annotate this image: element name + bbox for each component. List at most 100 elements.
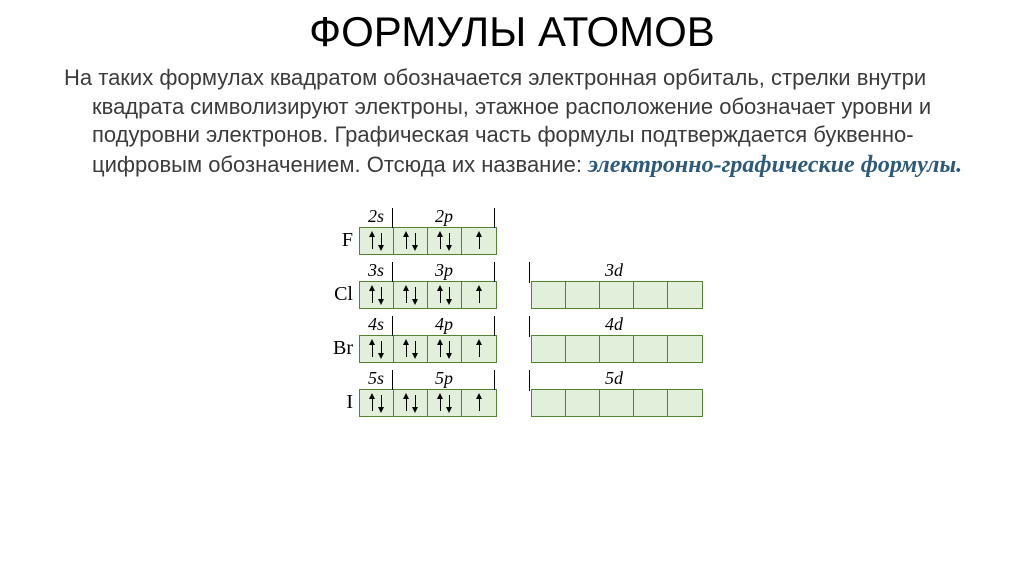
orbital-row: 5s5p 5dI [321, 367, 703, 417]
label-tick [494, 370, 495, 391]
orbital-cell [600, 390, 634, 416]
element-symbol: F [321, 229, 359, 252]
d-gap [497, 390, 531, 416]
spin-down-icon [412, 339, 419, 359]
orbital-cell [360, 336, 394, 362]
spin-down-icon [412, 285, 419, 305]
label-tick [529, 370, 530, 391]
orbital-labels: 2s2p [359, 205, 703, 227]
orbital-label: 5d [529, 368, 699, 389]
orbital-cell [668, 336, 702, 362]
spin-down-icon [378, 393, 385, 413]
spin-up-icon [476, 339, 483, 359]
d-orbital-cells [531, 389, 703, 417]
orbital-cells [359, 227, 497, 255]
orbital-cells [359, 335, 497, 363]
spin-down-icon [412, 393, 419, 413]
electron-arrows [462, 336, 496, 362]
orbital-label: 5p [393, 368, 495, 389]
orbital-label: 3d [529, 260, 699, 281]
electron-arrows [428, 282, 461, 308]
orbital-label: 3p [393, 260, 495, 281]
orbital-cell [566, 336, 600, 362]
orbital-cell [532, 390, 566, 416]
orbital-cell [394, 282, 428, 308]
spin-up-icon [369, 231, 376, 251]
orbital-cell [532, 336, 566, 362]
orbital-labels: 5s5p 5d [359, 367, 703, 389]
orbital-cell [634, 282, 668, 308]
spin-up-icon [437, 231, 444, 251]
orbital-cell [360, 282, 394, 308]
orbital-label: 4d [529, 314, 699, 335]
orbital-boxes-line: F [321, 227, 703, 255]
orbital-boxes-line: Cl [321, 281, 703, 309]
orbital-diagram-area: 2s2pF3s3p3dCl4s4p4dBr5s5p5dI [0, 205, 1024, 417]
spin-up-icon [437, 285, 444, 305]
electron-arrows [394, 336, 427, 362]
spin-up-icon [437, 339, 444, 359]
orbital-cell [428, 336, 462, 362]
label-tick [494, 208, 495, 229]
spin-up-icon [369, 285, 376, 305]
d-orbital-cells [531, 335, 703, 363]
spin-up-icon [369, 339, 376, 359]
spin-up-icon [403, 393, 410, 413]
orbital-cell [600, 282, 634, 308]
orbital-cell [668, 282, 702, 308]
spin-down-icon [378, 285, 385, 305]
orbital-cell [462, 282, 496, 308]
description-highlight: электронно-графические формулы. [588, 152, 962, 178]
orbital-cell [462, 390, 496, 416]
spin-down-icon [412, 231, 419, 251]
orbital-cell [532, 282, 566, 308]
orbital-boxes-line: Br [321, 335, 703, 363]
spin-up-icon [437, 393, 444, 413]
electron-arrows [360, 228, 393, 254]
spin-up-icon [403, 339, 410, 359]
orbital-cell [394, 336, 428, 362]
label-tick [494, 316, 495, 337]
electron-arrows [360, 336, 393, 362]
label-tick [529, 316, 530, 337]
d-gap [497, 336, 531, 362]
orbital-cell [394, 390, 428, 416]
spin-down-icon [446, 393, 453, 413]
electron-arrows [394, 228, 427, 254]
orbital-row: 3s3p 3dCl [321, 259, 703, 309]
orbital-cell [634, 336, 668, 362]
electron-arrows [394, 282, 427, 308]
orbital-cell [566, 282, 600, 308]
orbital-label: 4p [393, 314, 495, 335]
spin-down-icon [446, 231, 453, 251]
electron-arrows [360, 390, 393, 416]
orbital-cell [566, 390, 600, 416]
spin-up-icon [476, 285, 483, 305]
electron-arrows [360, 282, 393, 308]
orbital-cell [428, 282, 462, 308]
spin-down-icon [378, 231, 385, 251]
spin-up-icon [403, 285, 410, 305]
orbital-cell [360, 390, 394, 416]
spin-down-icon [446, 339, 453, 359]
orbital-cell [600, 336, 634, 362]
electron-arrows [428, 390, 461, 416]
spin-up-icon [476, 393, 483, 413]
orbital-cells [359, 281, 497, 309]
orbital-cell [634, 390, 668, 416]
orbital-labels: 4s4p4d [359, 313, 703, 335]
spin-up-icon [369, 393, 376, 413]
d-orbital-cells [531, 281, 703, 309]
electron-arrows [462, 228, 496, 254]
orbital-cell [428, 390, 462, 416]
page-title: ФОРМУЛЫ АТОМОВ [0, 8, 1024, 56]
orbital-row: 4s4p4dBr [321, 313, 703, 363]
orbital-label: 2s [359, 206, 393, 227]
orbital-label: 3s [359, 260, 393, 281]
orbital-label: 5s [359, 368, 393, 389]
orbital-cell [394, 228, 428, 254]
label-tick [494, 262, 495, 283]
orbital-boxes-line: I [321, 389, 703, 417]
spin-down-icon [446, 285, 453, 305]
description-text: На таких формулах квадратом обозначается… [56, 64, 1024, 181]
